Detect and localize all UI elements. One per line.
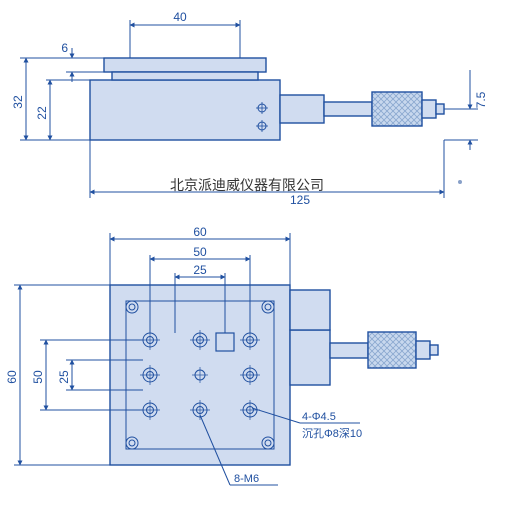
dim-6: 6 (61, 41, 68, 55)
dim-125: 125 (290, 193, 310, 207)
callout-m6: 8-M6 (234, 473, 259, 485)
dim-7-5: 7.5 (474, 91, 488, 108)
dim-22: 22 (35, 106, 49, 120)
dim-w50: 50 (193, 245, 207, 259)
dim-40: 40 (173, 10, 187, 24)
engineering-drawing: 40 6 32 22 7.5 125 北京派迪威仪器有限公司 (0, 0, 517, 521)
callout-cbore: 沉孔Φ8深10 (302, 427, 362, 440)
dim-h50: 50 (31, 370, 45, 384)
dim-32: 32 (11, 95, 25, 109)
dot (458, 180, 462, 184)
dim-h25: 25 (57, 370, 71, 384)
bottom-view-plan: 60 50 25 60 50 25 4-Φ4.5 沉孔Φ8深10 (5, 225, 438, 485)
dim-w25: 25 (193, 263, 207, 277)
dim-h60: 60 (5, 370, 19, 384)
callout-holes: 4-Φ4.5 (302, 411, 336, 423)
dim-w60: 60 (193, 225, 207, 239)
company-name: 北京派迪威仪器有限公司 (170, 177, 324, 193)
